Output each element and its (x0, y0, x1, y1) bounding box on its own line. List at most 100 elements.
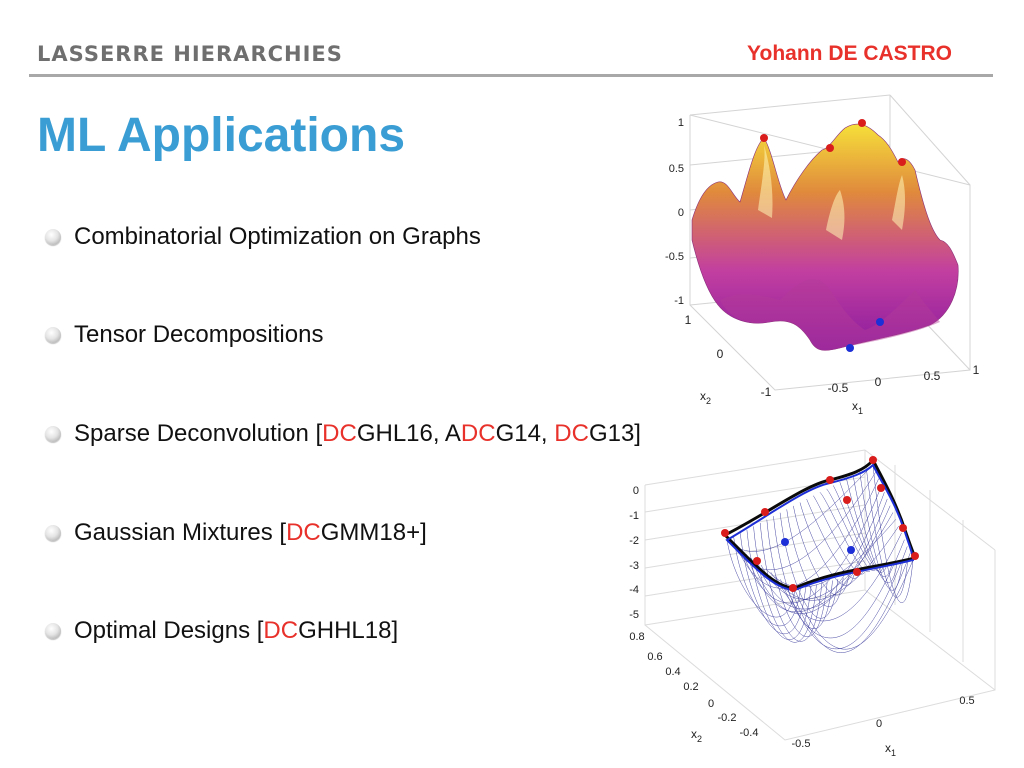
bullet-text: Optimal Designs [DCGHHL18] (74, 617, 398, 645)
z-tick-label: 0 (633, 485, 639, 497)
z-tick-label: 1 (678, 117, 684, 129)
surface-plot-top: 1 0.5 0 -0.5 -1 1 0 -1 -0.5 0 0.5 1 x2 x1 (665, 94, 980, 416)
mesh-line (773, 516, 833, 629)
x2-tick-label: 0.6 (647, 651, 662, 663)
mesh-line (736, 478, 879, 589)
mesh-line (794, 559, 914, 650)
critical-point-marker (843, 496, 851, 504)
bullet-item-5: Optimal Designs [DCGHHL18] (45, 617, 398, 645)
mesh-line (760, 512, 894, 600)
mesh-line (731, 471, 877, 570)
x2-tick-label: -0.2 (718, 712, 737, 724)
mesh-line (733, 536, 801, 627)
z-tick-label: -3 (629, 560, 639, 572)
x2-tick-label: -1 (761, 385, 772, 399)
bullet-item-3: Sparse Deconvolution [DCGHL16, ADCG14, D… (45, 420, 641, 448)
critical-point-marker (826, 476, 834, 484)
bullet-text-segment: G14, (495, 420, 555, 447)
bullet-text-segment: GHHL18] (298, 617, 399, 644)
minimum-marker (876, 318, 884, 326)
x2-tick-label: 0 (717, 347, 724, 361)
mesh-line (775, 532, 902, 622)
bullet-dot-icon (45, 623, 61, 639)
critical-point-marker (877, 484, 885, 492)
mesh-line (826, 488, 876, 571)
mesh-line (793, 505, 849, 596)
plot-box-grid (644, 449, 996, 741)
critical-point-marker (911, 552, 919, 560)
bullet-text: Tensor Decompositions (74, 321, 323, 349)
citation-highlight: DC (286, 519, 321, 546)
bullet-dot-icon (45, 229, 61, 245)
mesh-plot-bottom: 0-1-2-3-4-5 0.80.60.40.20-0.2-0.4 -0.500… (629, 449, 996, 758)
mesh-line (759, 522, 823, 642)
mesh-line (740, 533, 806, 635)
x1-tick-label: 0.5 (924, 369, 941, 383)
critical-point-marker (789, 584, 797, 592)
critical-point-marker (899, 524, 907, 532)
bullet-text-segment: G13] (588, 420, 641, 447)
critical-point-marker (869, 456, 877, 464)
x1-tick-label: -0.5 (792, 738, 811, 750)
bullet-text-segment: Sparse Deconvolution [ (74, 420, 323, 447)
critical-point-marker (753, 557, 761, 565)
mesh-line (780, 539, 905, 639)
citation-highlight: DC (322, 420, 357, 447)
x1-tick-label: 0 (875, 375, 882, 389)
x1-axis-label: x1 (885, 741, 896, 758)
x2-tick-label: 0.8 (629, 631, 644, 643)
maximum-marker (898, 158, 906, 166)
bullet-dot-icon (45, 426, 61, 442)
x2-tick-label: -0.4 (740, 727, 759, 739)
extrema-markers (721, 456, 919, 592)
bullet-text-segment: GMM18+] (320, 519, 427, 546)
mesh-line (741, 485, 882, 604)
mesh-line (726, 464, 874, 552)
citation-highlight: DC (554, 420, 589, 447)
z-tick-label: 0 (678, 207, 684, 219)
z-tick-label: -4 (629, 584, 639, 596)
x2-tick-label: 0.2 (683, 681, 698, 693)
z-tick-label: -2 (629, 535, 639, 547)
x2-axis-label: x2 (700, 389, 711, 406)
slide-title: ML Applications (37, 109, 406, 162)
critical-point-marker (853, 568, 861, 576)
mesh-line (785, 546, 908, 650)
bullet-item-2: Tensor Decompositions (45, 321, 323, 349)
x1-tick-label: 1 (973, 363, 980, 377)
bullet-text: Sparse Deconvolution [DCGHL16, ADCG14, D… (74, 420, 641, 448)
section-header: LASSERRE HIERARCHIES (37, 42, 343, 66)
x2-axis-label: x2 (691, 727, 702, 744)
critical-point-marker (781, 538, 789, 546)
z-tick-label: 0.5 (669, 163, 684, 175)
mesh-line (746, 492, 885, 613)
x1-axis-ticks: -0.5 0 0.5 (792, 695, 975, 750)
x2-tick-label: 0 (708, 698, 714, 710)
bullet-text-segment: Optimal Designs [ (74, 617, 264, 644)
z-axis-ticks: 1 0.5 0 -0.5 -1 (665, 117, 684, 307)
z-tick-label: -0.5 (665, 251, 684, 263)
surface-shading (720, 279, 940, 351)
mesh-line (751, 498, 888, 614)
author-name: Yohann DE CASTRO (747, 42, 952, 65)
maximum-marker (858, 119, 866, 127)
mesh-line (766, 519, 828, 637)
x1-tick-label: 0 (876, 718, 882, 730)
bullet-text-segment: Tensor Decompositions (74, 321, 324, 348)
z-tick-label: -5 (629, 609, 639, 621)
x1-tick-label: -0.5 (828, 381, 849, 395)
minimum-marker (846, 344, 854, 352)
bullet-dot-icon (45, 525, 61, 541)
bullet-item-4: Gaussian Mixtures [DCGMM18+] (45, 519, 427, 547)
critical-point-marker (761, 508, 769, 516)
bullet-text: Gaussian Mixtures [DCGMM18+] (74, 519, 427, 547)
x2-axis-ticks: 1 0 -1 (685, 313, 772, 399)
mesh-line (852, 475, 898, 583)
bullet-text: Combinatorial Optimization on Graphs (74, 223, 481, 251)
critical-point-marker (721, 529, 729, 537)
bullet-text-segment: Combinatorial Optimization on Graphs (74, 223, 481, 250)
bullet-text-segment: GHL16, A (356, 420, 461, 447)
z-axis-ticks: 0 -1 -2 -3 -4 -5 (629, 485, 639, 621)
maximum-marker (826, 144, 834, 152)
mesh-line (872, 464, 914, 603)
